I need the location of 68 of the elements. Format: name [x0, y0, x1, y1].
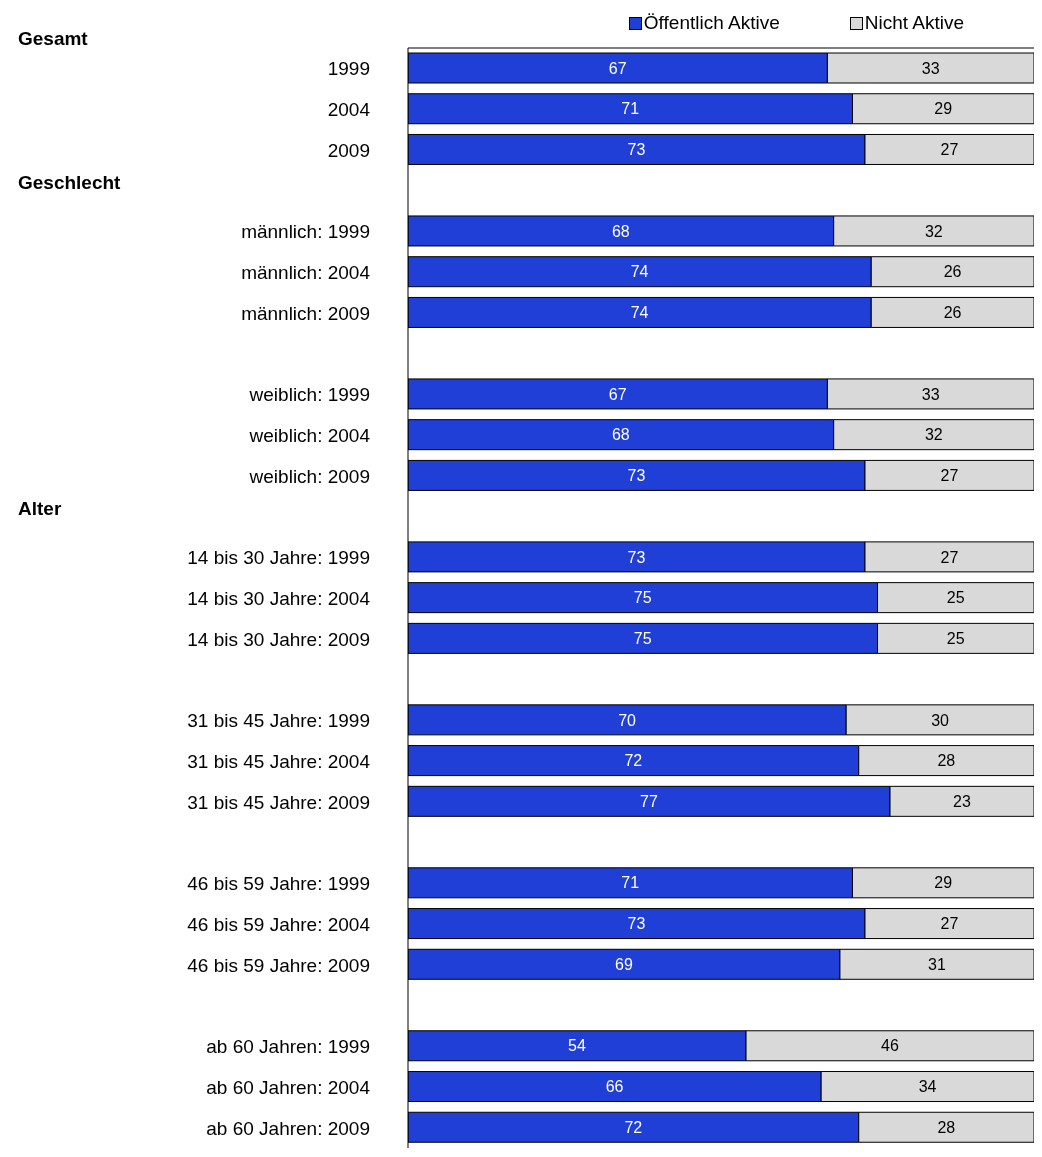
data-label: 69 [615, 955, 633, 973]
data-label: 29 [934, 100, 953, 118]
y-tick-label: 2004 [327, 99, 371, 121]
data-label: 26 [943, 263, 962, 281]
data-label: 54 [568, 1037, 587, 1055]
data-label: 74 [630, 263, 649, 281]
y-tick-label: 31 bis 45 Jahre: 2004 [187, 750, 371, 772]
text: Gesamt [18, 27, 88, 50]
y-tick-label: 14 bis 30 Jahre: 2009 [187, 628, 370, 650]
data-label: 75 [633, 630, 652, 648]
y-tick-label: weiblich: 2004 [248, 425, 371, 447]
data-label: 68 [611, 426, 630, 444]
y-tick-label: 31 bis 45 Jahre: 1999 [187, 710, 370, 732]
y-tick-label: 14 bis 30 Jahre: 1999 [187, 547, 370, 569]
legend-label: Öffentlich Aktive [642, 12, 780, 34]
data-label: 73 [627, 915, 646, 933]
y-tick-label: 46 bis 59 Jahre: 1999 [187, 873, 370, 895]
y-tick-label: 31 bis 45 Jahre: 2009 [187, 791, 370, 813]
data-label: 30 [931, 711, 950, 729]
y-tick-label: 46 bis 59 Jahre: 2004 [187, 913, 371, 935]
data-label: 73 [627, 548, 646, 566]
y-tick-label: ab 60 Jahren: 1999 [206, 1036, 370, 1058]
data-label: 67 [608, 385, 627, 403]
data-label: 73 [627, 141, 646, 159]
y-tick-label: 1999 [327, 58, 370, 80]
data-label: 71 [621, 100, 640, 118]
data-label: 29 [934, 874, 953, 892]
data-label: 27 [940, 467, 959, 485]
y-tick-label: männlich: 2004 [241, 262, 371, 284]
text: Geschlecht [18, 172, 121, 195]
data-label: 33 [921, 385, 940, 403]
y-tick-label: männlich: 2009 [241, 302, 370, 324]
data-label: 33 [921, 59, 940, 77]
data-label: 32 [924, 426, 943, 444]
y-tick-label: ab 60 Jahren: 2004 [206, 1076, 371, 1098]
data-label: 73 [627, 467, 646, 485]
data-label: 77 [640, 793, 659, 811]
data-label: 34 [918, 1078, 937, 1096]
data-label: 28 [937, 752, 956, 770]
data-label: 68 [611, 222, 630, 240]
y-tick-label: ab 60 Jahren: 2009 [206, 1117, 370, 1139]
data-label: 74 [630, 304, 649, 322]
data-label: 26 [943, 304, 962, 322]
data-label: 46 [881, 1037, 900, 1055]
data-label: 66 [605, 1078, 624, 1096]
data-label: 70 [618, 711, 637, 729]
data-label: 72 [624, 1118, 643, 1136]
data-label: 75 [633, 589, 652, 607]
data-label: 27 [940, 548, 959, 566]
y-tick-label: weiblich: 2009 [248, 465, 370, 487]
data-label: 25 [946, 589, 965, 607]
data-label: 27 [940, 915, 959, 933]
legend-label: Nicht Aktive [863, 12, 964, 34]
data-label: 31 [928, 955, 946, 973]
data-label: 23 [953, 793, 972, 811]
data-label: 25 [946, 630, 965, 648]
data-label: 28 [937, 1118, 956, 1136]
data-label: 67 [608, 59, 627, 77]
data-label: 27 [940, 141, 959, 159]
text: Alter [18, 498, 62, 521]
y-tick-label: 2009 [327, 139, 370, 161]
y-tick-label: weiblich: 1999 [248, 384, 370, 406]
data-label: 32 [924, 222, 943, 240]
data-label: 72 [624, 752, 643, 770]
y-tick-label: 14 bis 30 Jahre: 2004 [187, 588, 371, 609]
y-tick-label: 46 bis 59 Jahre: 2009 [187, 954, 370, 976]
y-tick-label: männlich: 1999 [241, 221, 370, 243]
data-label: 71 [621, 874, 640, 892]
